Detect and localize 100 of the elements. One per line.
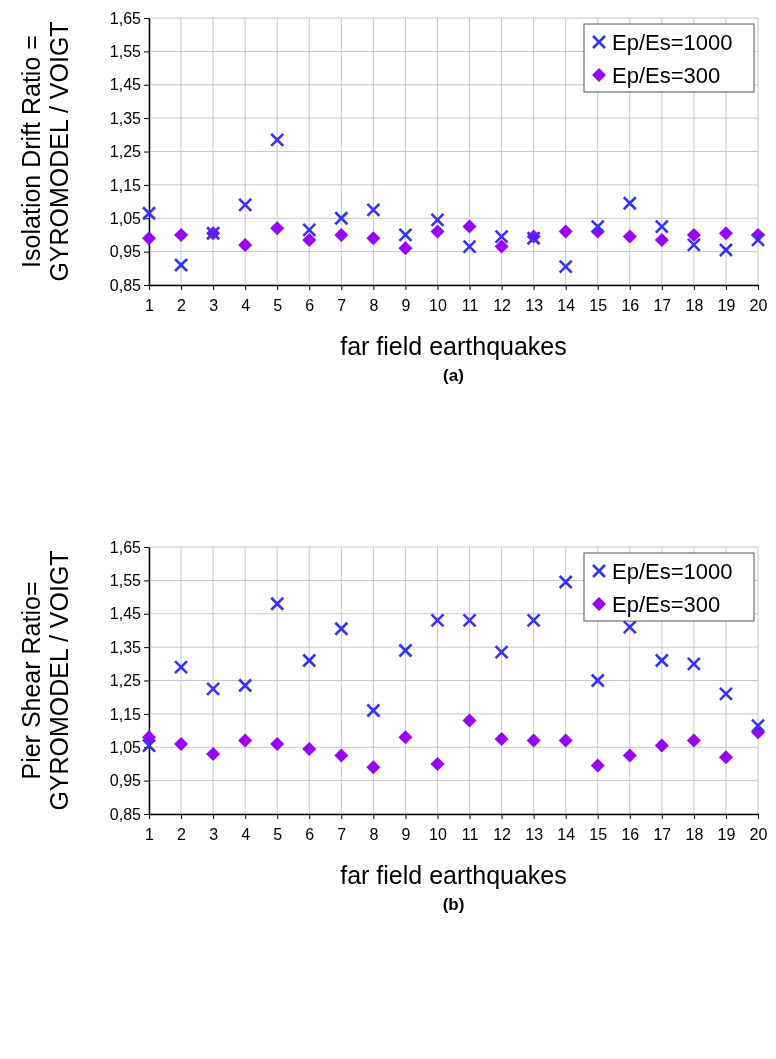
- point: [301, 222, 317, 238]
- x-tick-label: 16: [621, 296, 640, 314]
- point: [558, 733, 573, 748]
- point: [462, 219, 477, 234]
- x-axis-title: far field earthquakes: [340, 861, 567, 889]
- point: [622, 229, 637, 244]
- point: [686, 227, 701, 242]
- point: [462, 713, 477, 728]
- point: [398, 227, 413, 243]
- point: [366, 231, 381, 246]
- y-tick-label: 0,85: [109, 276, 142, 294]
- point: [301, 653, 317, 668]
- x-tick-label: 19: [717, 296, 736, 314]
- point: [141, 205, 157, 221]
- y-tick-label: 1,45: [109, 76, 142, 94]
- point: [718, 242, 734, 258]
- y-axis-title: Isolation Drift Ratio = GYROMODEL / VOIGT: [17, 21, 73, 282]
- point: [558, 224, 573, 239]
- point: [558, 259, 573, 274]
- point: [366, 703, 381, 718]
- point: [238, 237, 253, 252]
- x-tick-label: 20: [749, 296, 768, 314]
- point: [237, 197, 253, 213]
- point: [750, 232, 766, 248]
- y-tick-label: 0,95: [109, 772, 142, 790]
- point: [494, 239, 509, 254]
- x-tick-label: 5: [273, 296, 283, 314]
- x-tick-label: 3: [209, 825, 219, 843]
- point: [174, 227, 189, 242]
- point: [686, 237, 702, 253]
- legend-label: Ep/Es=1000: [612, 29, 733, 55]
- legend-label: Ep/Es=1000: [612, 558, 733, 584]
- point: [334, 621, 349, 637]
- point: [398, 730, 413, 745]
- point: [750, 718, 766, 733]
- y-tick-label: 1,35: [109, 109, 142, 127]
- point: [686, 656, 702, 672]
- point: [494, 731, 509, 746]
- point: [430, 212, 445, 228]
- x-tick-label: 4: [241, 825, 251, 843]
- x-tick-label: 18: [685, 296, 704, 314]
- point: [558, 574, 573, 590]
- point: [430, 224, 445, 239]
- y-tick-label: 1,55: [109, 571, 142, 589]
- point: [206, 746, 221, 761]
- point: [398, 241, 413, 256]
- point: [366, 202, 381, 218]
- point: [654, 653, 670, 668]
- x-tick-label: 15: [589, 296, 608, 314]
- x-tick-label: 2: [177, 825, 187, 843]
- point: [366, 760, 381, 775]
- point: [718, 226, 733, 241]
- point: [462, 613, 477, 628]
- x-tick-label: 8: [369, 825, 379, 843]
- point: [462, 239, 477, 254]
- y-tick-label: 1,35: [109, 638, 142, 656]
- point: [334, 227, 349, 242]
- point: [269, 596, 285, 612]
- x-tick-label: 12: [493, 296, 512, 314]
- point: [205, 681, 221, 697]
- point: [270, 736, 285, 751]
- point: [590, 219, 606, 234]
- y-tick-label: 1,05: [109, 209, 142, 227]
- point: [302, 741, 317, 756]
- x-tick-label: 2: [177, 296, 187, 314]
- point: [526, 613, 541, 628]
- text: (b): [442, 895, 465, 914]
- point: [718, 686, 734, 702]
- point: [174, 736, 189, 751]
- point: [238, 733, 253, 748]
- point: [590, 673, 606, 688]
- x-tick-label: 12: [493, 825, 512, 843]
- point: [173, 257, 189, 273]
- y-axis-title: Pier Shear Ratio= GYROMODEL / VOIGT: [17, 550, 73, 811]
- y-tick-label: 1,55: [109, 42, 142, 60]
- point: [686, 733, 701, 748]
- x-tick-label: 17: [653, 825, 672, 843]
- point: [494, 644, 509, 660]
- x-tick-label: 9: [401, 296, 411, 314]
- x-tick-label: 7: [337, 296, 347, 314]
- x-tick-label: 18: [685, 825, 704, 843]
- x-tick-label: 1: [145, 825, 155, 843]
- y-tick-label: 0,85: [109, 805, 142, 823]
- point: [430, 756, 445, 771]
- x-tick-label: 6: [305, 825, 315, 843]
- y-tick-label: 1,65: [109, 538, 142, 556]
- x-tick-label: 3: [209, 296, 219, 314]
- x-tick-label: 10: [429, 825, 447, 843]
- y-tick-label: 1,25: [109, 672, 142, 690]
- point: [334, 748, 349, 763]
- point: [622, 195, 638, 211]
- x-tick-label: 19: [717, 825, 736, 843]
- x-tick-label: 7: [337, 825, 347, 843]
- point: [237, 678, 253, 693]
- point: [622, 619, 638, 635]
- text: (a): [443, 366, 464, 385]
- point: [654, 738, 669, 753]
- x-axis-title: far field earthquakes: [340, 332, 567, 360]
- point: [142, 730, 156, 745]
- y-tick-label: 1,05: [109, 738, 142, 756]
